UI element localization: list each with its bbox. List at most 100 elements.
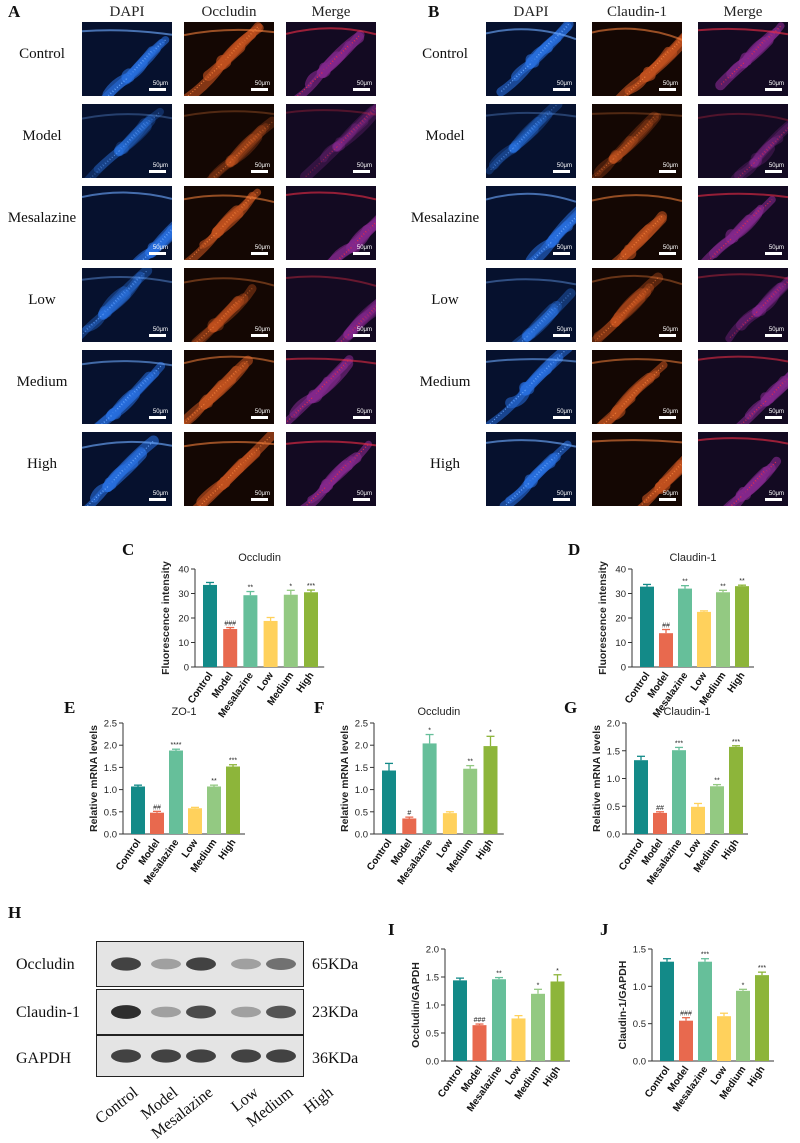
scale-bar-label: 50μm bbox=[662, 409, 678, 415]
scale-bar bbox=[659, 416, 676, 419]
scale-bar bbox=[353, 416, 370, 419]
micrograph-b-merge-high: 50μm bbox=[698, 432, 788, 506]
significance-label: ** bbox=[467, 759, 473, 766]
y-tick-label: 30 bbox=[178, 589, 189, 600]
bar-model bbox=[150, 812, 164, 834]
scale-bar bbox=[353, 498, 370, 501]
significance-label: ### bbox=[474, 1017, 486, 1024]
scale-bar bbox=[765, 416, 782, 419]
scale-bar bbox=[149, 170, 166, 173]
y-tick-label: 0.0 bbox=[104, 830, 117, 841]
micrograph-b-dapi-mesalazine: 50μm bbox=[486, 186, 576, 260]
scale-bar-label: 50μm bbox=[356, 245, 372, 251]
significance-label: ** bbox=[211, 778, 217, 785]
y-axis-label: Relative mRNA levels bbox=[591, 725, 603, 832]
y-tick-label: 1.5 bbox=[426, 973, 439, 984]
micrograph-a-merge-medium: 50μm bbox=[286, 350, 376, 424]
y-tick-label: 0 bbox=[621, 663, 626, 674]
chart-title: ZO-1 bbox=[171, 706, 196, 718]
scale-bar-label: 50μm bbox=[152, 409, 168, 415]
scale-bar bbox=[353, 334, 370, 337]
scale-bar bbox=[251, 252, 268, 255]
y-tick-label: 0.0 bbox=[355, 830, 368, 841]
x-tick-label: Control bbox=[114, 837, 144, 873]
scale-bar-label: 50μm bbox=[662, 491, 678, 497]
bar-low bbox=[717, 1016, 731, 1061]
bar-model bbox=[679, 1020, 693, 1061]
blot-kda-claudin: 23KDa bbox=[312, 1004, 359, 1021]
significance-label: ** bbox=[248, 585, 254, 592]
micrograph-b-claudin-model: 50μm bbox=[592, 104, 682, 178]
blot-band bbox=[151, 958, 181, 970]
row-label-control-a: Control bbox=[19, 46, 65, 62]
scale-bar-label: 50μm bbox=[768, 245, 784, 251]
micrograph-b-merge-mesalazine: 50μm bbox=[698, 186, 788, 260]
scale-bar-label: 50μm bbox=[556, 81, 572, 87]
scale-bar-label: 50μm bbox=[152, 327, 168, 333]
y-tick-label: 0.5 bbox=[607, 802, 620, 813]
blot-strip-gapdh bbox=[96, 1035, 336, 1077]
scale-bar-label: 50μm bbox=[254, 81, 270, 87]
blot-band bbox=[266, 1049, 296, 1063]
micrograph-b-claudin-high: 50μm bbox=[592, 432, 682, 506]
micrograph-a-merge-control: 50μm bbox=[286, 22, 376, 96]
micrograph-b-merge-medium: 50μm bbox=[698, 350, 788, 424]
row-label-medium-b: Medium bbox=[419, 374, 471, 390]
x-tick-label: High bbox=[746, 1064, 768, 1089]
significance-label: * bbox=[556, 968, 559, 975]
micrograph-b-merge-control: 50μm bbox=[698, 22, 788, 96]
micrograph-a-dapi-control: 50μm bbox=[82, 22, 172, 96]
significance-label: *** bbox=[675, 740, 683, 747]
blot-band bbox=[186, 1005, 216, 1019]
chart-title: Occludin bbox=[238, 552, 281, 564]
scale-bar bbox=[553, 498, 570, 501]
scale-bar-label: 50μm bbox=[768, 327, 784, 333]
micrograph-a-occludin-medium: 50μm bbox=[184, 350, 274, 424]
significance-label: ### bbox=[680, 1011, 692, 1018]
blot-band bbox=[111, 1049, 141, 1063]
y-tick-label: 1.5 bbox=[607, 746, 620, 757]
scale-bar bbox=[659, 252, 676, 255]
scale-bar-label: 50μm bbox=[768, 81, 784, 87]
scale-bar-label: 50μm bbox=[152, 245, 168, 251]
column-header-merge-a: Merge bbox=[311, 4, 351, 20]
bar-high bbox=[755, 975, 769, 1061]
significance-label: *** bbox=[701, 952, 709, 959]
column-header-occludin-a: Occludin bbox=[201, 4, 257, 20]
chart-title: Claudin-1 bbox=[669, 552, 716, 564]
scale-bar bbox=[659, 170, 676, 173]
bar-medium bbox=[736, 990, 750, 1061]
scale-bar-label: 50μm bbox=[356, 81, 372, 87]
scale-bar-label: 50μm bbox=[768, 163, 784, 169]
blot-band bbox=[151, 1006, 181, 1018]
scale-bar-label: 50μm bbox=[768, 409, 784, 415]
scale-bar bbox=[553, 334, 570, 337]
bar-high bbox=[550, 981, 565, 1061]
bar-low bbox=[442, 813, 457, 834]
bar-mesalazine bbox=[169, 750, 183, 834]
row-label-mesalazine-b: Mesalazine bbox=[410, 210, 480, 226]
bar-control bbox=[453, 980, 467, 1061]
panel-label-b: B bbox=[428, 2, 440, 21]
scale-bar-label: 50μm bbox=[556, 327, 572, 333]
significance-label: # bbox=[407, 810, 411, 817]
bar-mesalazine bbox=[422, 743, 437, 834]
scale-bar-label: 50μm bbox=[556, 409, 572, 415]
scale-bar bbox=[659, 88, 676, 91]
scale-bar bbox=[553, 88, 570, 91]
micrograph-b-claudin-control: 50μm bbox=[592, 22, 682, 96]
blot-band bbox=[151, 1049, 181, 1063]
column-header-claudin-b: Claudin-1 bbox=[607, 4, 667, 20]
significance-label: * bbox=[289, 583, 292, 590]
y-tick-label: 30 bbox=[615, 589, 626, 600]
lane-label-control: Control bbox=[92, 1084, 142, 1128]
blot-strip-occludin bbox=[96, 941, 336, 987]
y-tick-label: 2.0 bbox=[607, 719, 620, 730]
row-label-low-b: Low bbox=[431, 292, 459, 308]
micrograph-a-merge-low: 50μm bbox=[286, 268, 376, 342]
blot-band bbox=[266, 1005, 296, 1019]
y-tick-label: 0.5 bbox=[104, 807, 117, 818]
scale-bar-label: 50μm bbox=[152, 491, 168, 497]
blot-band bbox=[231, 958, 261, 970]
y-axis-label: Fluorescence intensity bbox=[160, 561, 172, 675]
